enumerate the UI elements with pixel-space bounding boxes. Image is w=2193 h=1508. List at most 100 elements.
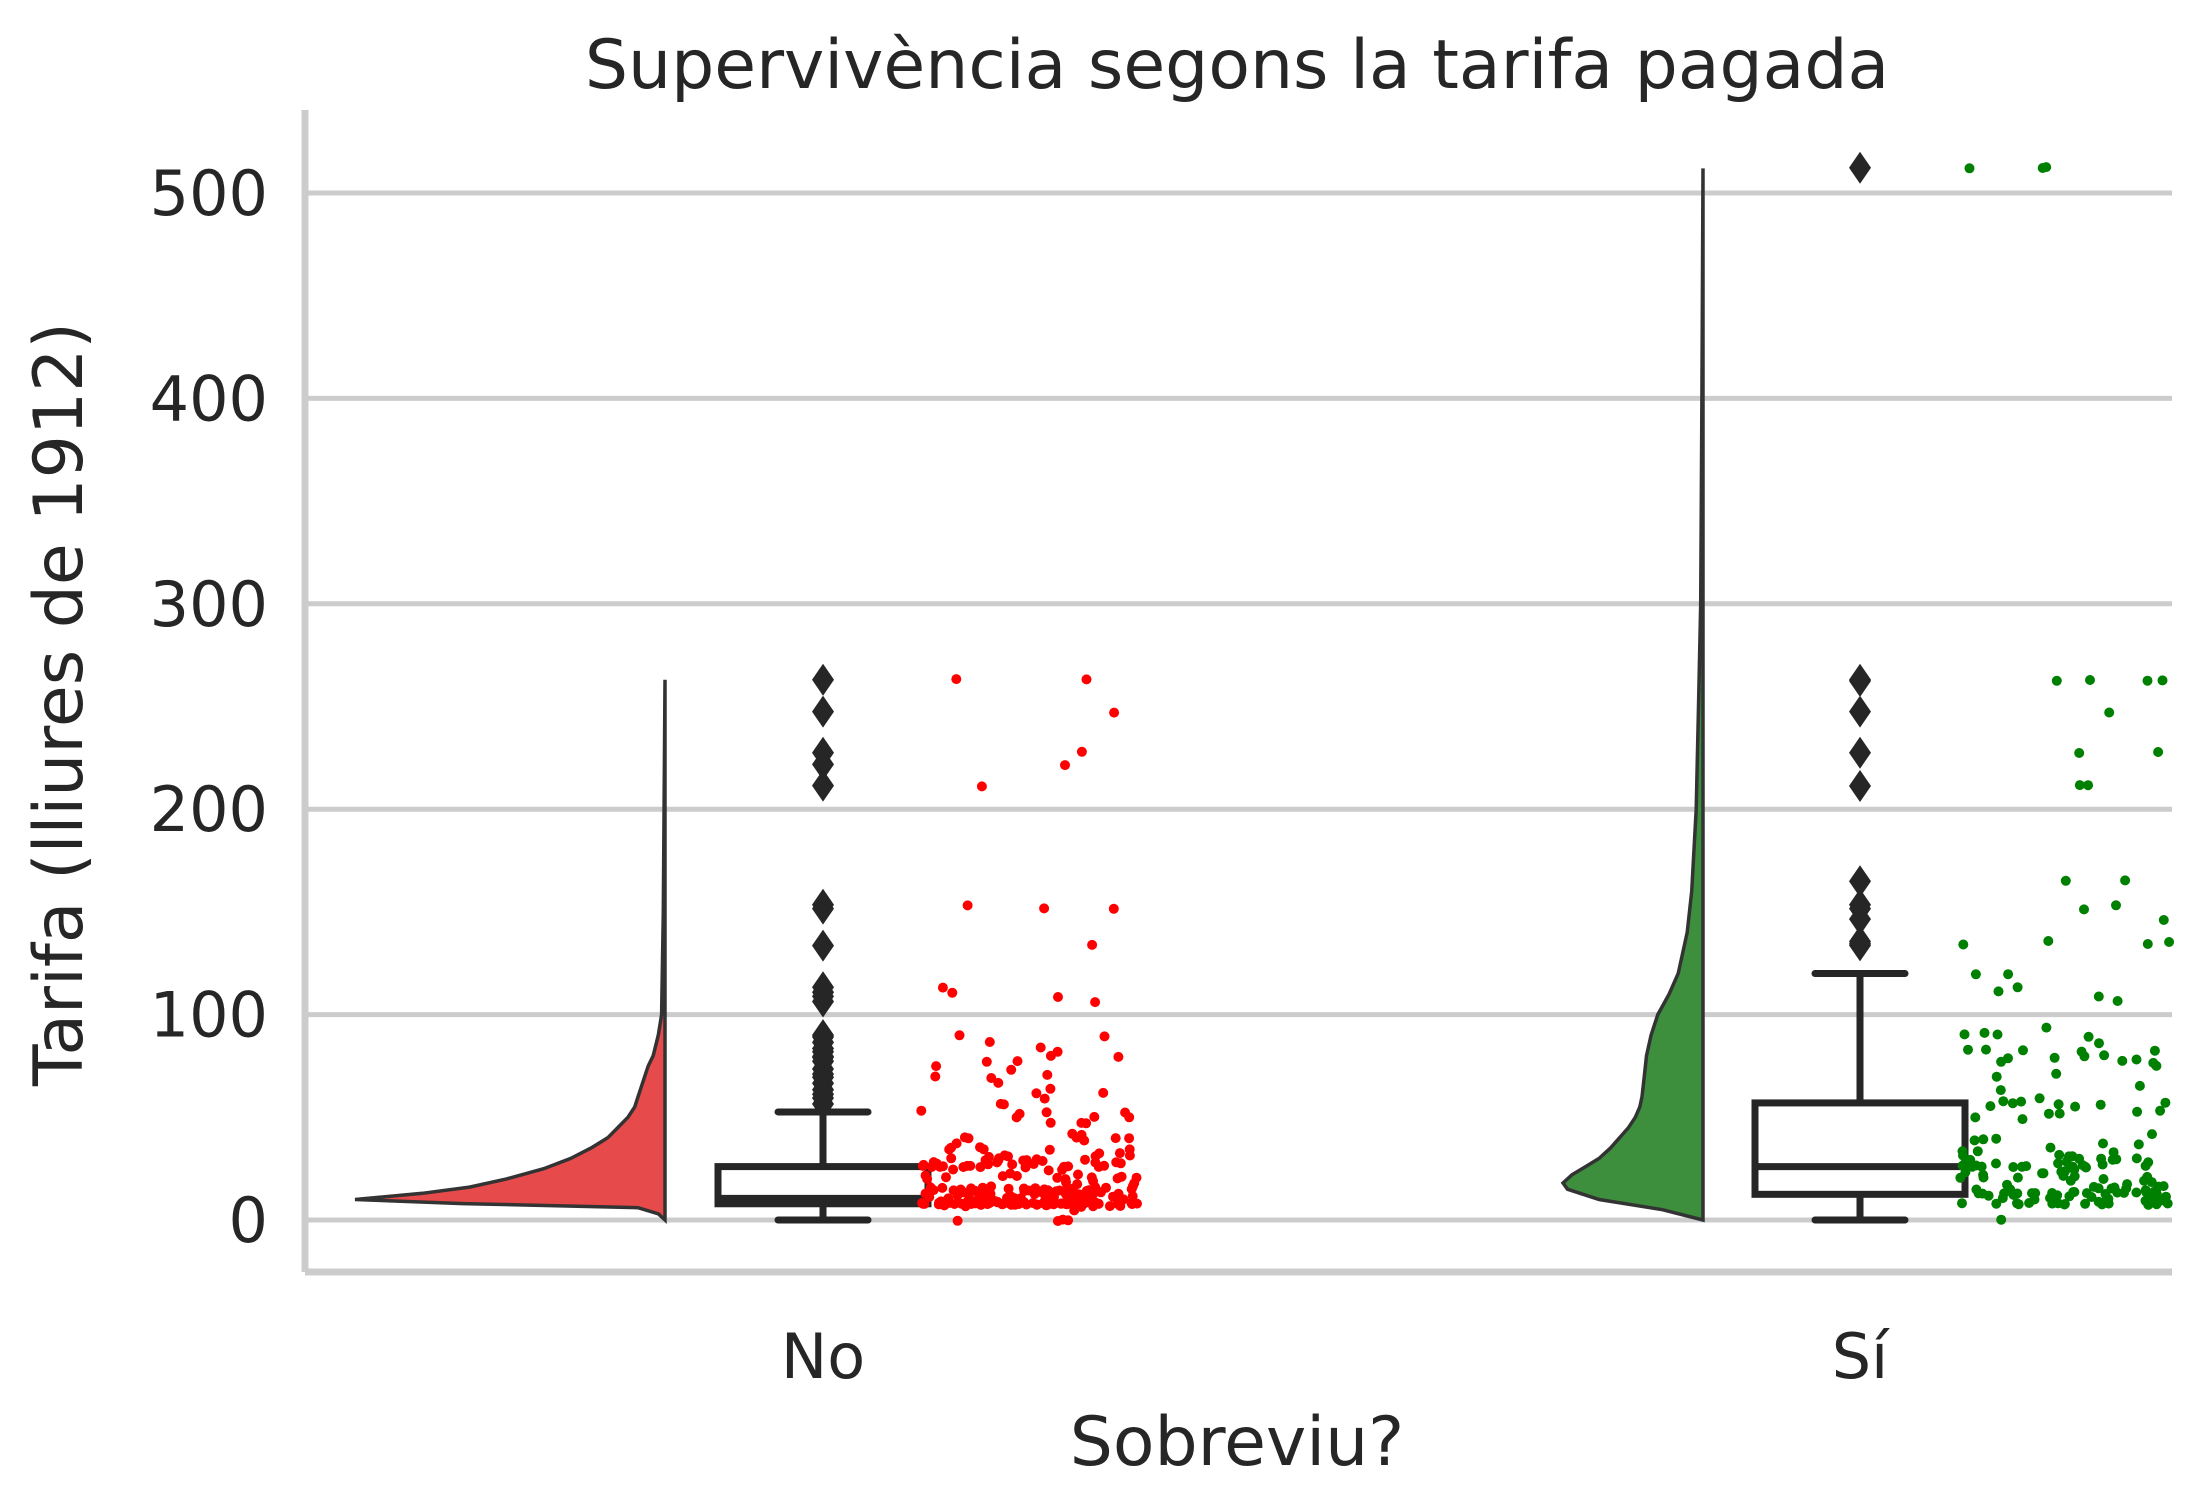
point-no-250 — [1045, 1083, 1056, 1094]
point-si-82 — [2008, 1162, 2019, 1172]
y-tick-label-200: 200 — [150, 773, 268, 846]
outlier-no-22 — [812, 888, 834, 921]
point-si-126 — [2155, 1105, 2166, 1116]
point-no-219 — [1114, 1148, 1125, 1159]
point-no-270 — [1087, 939, 1098, 950]
point-si-62 — [2002, 1179, 2012, 1190]
point-si-177 — [2153, 747, 2164, 757]
point-si-138 — [1991, 1071, 2002, 1082]
point-no-256 — [931, 1061, 942, 1072]
point-si-151 — [2018, 1045, 2028, 1056]
strip-points — [916, 162, 2175, 1226]
point-si-139 — [2051, 1068, 2062, 1079]
point-si-185 — [2037, 163, 2048, 173]
point-no-2 — [1063, 1215, 1074, 1226]
outlier-no-25 — [812, 736, 834, 769]
point-si-103 — [2131, 1153, 2142, 1164]
point-si-164 — [1970, 969, 1981, 980]
point-si-11 — [1957, 1198, 1967, 1209]
point-no-242 — [1041, 1107, 1052, 1118]
point-si-172 — [2111, 900, 2121, 911]
y-tick-labels: 0 100 200 300 400 500 — [150, 157, 268, 1257]
point-no-243 — [1120, 1107, 1131, 1118]
point-si-47 — [2030, 1188, 2041, 1199]
point-no-262 — [1035, 1042, 1046, 1053]
point-no-188 — [1063, 1161, 1074, 1172]
point-no-251 — [993, 1077, 1004, 1088]
point-si-52 — [2068, 1187, 2079, 1197]
point-si-168 — [2043, 936, 2054, 946]
point-no-258 — [981, 1056, 992, 1067]
point-no-143 — [1043, 1185, 1053, 1196]
point-si-155 — [2083, 1031, 2094, 1042]
point-si-170 — [2158, 915, 2169, 925]
point-si-63 — [2158, 1181, 2169, 1192]
point-si-111 — [2108, 1147, 2119, 1158]
point-no-136 — [955, 1184, 966, 1195]
point-no-218 — [1094, 1148, 1105, 1159]
point-no-278 — [1081, 674, 1092, 685]
point-no-193 — [965, 1160, 976, 1171]
point-si-152 — [1963, 1044, 1973, 1055]
point-no-269 — [937, 982, 948, 993]
violin-no — [354, 679, 667, 1225]
point-si-119 — [1978, 1134, 1989, 1145]
point-no-267 — [1053, 992, 1063, 1002]
point-si-64 — [2122, 1179, 2133, 1190]
y-tick-label-100: 100 — [150, 979, 268, 1052]
point-si-55 — [1971, 1184, 1982, 1195]
point-no-74 — [1028, 1198, 1038, 1208]
point-si-96 — [1991, 1158, 2001, 1169]
point-no-157 — [986, 1181, 997, 1192]
point-no-217 — [999, 1150, 1010, 1161]
axis-spines — [301, 110, 2172, 1276]
point-no-212 — [946, 1153, 957, 1164]
point-si-149 — [2076, 1046, 2087, 1057]
point-no-237 — [1045, 1117, 1056, 1128]
point-no-156 — [1101, 1182, 1111, 1193]
point-no-220 — [1124, 1144, 1135, 1155]
outlier-no-27 — [812, 663, 834, 696]
point-si-154 — [2094, 1038, 2104, 1049]
point-no-3 — [952, 1215, 963, 1226]
point-si-61 — [2088, 1181, 2099, 1192]
outlier-si-12 — [1849, 151, 1871, 184]
outlier-si-7 — [1849, 769, 1871, 802]
outlier-no-15 — [812, 1019, 834, 1052]
point-no-194 — [918, 1159, 929, 1170]
point-si-183 — [2157, 675, 2168, 686]
y-tick-label-0: 0 — [229, 1184, 268, 1257]
outlier-no-19 — [812, 971, 834, 1004]
point-si-128 — [1985, 1101, 1996, 1112]
point-si-150 — [2149, 1045, 2160, 1056]
point-no-152 — [1030, 1183, 1041, 1194]
point-si-108 — [2067, 1151, 2078, 1162]
point-no-271 — [1039, 903, 1050, 914]
point-si-30 — [2161, 1191, 2171, 1202]
point-no-154 — [977, 1182, 988, 1193]
point-no-241 — [1014, 1108, 1025, 1119]
point-si-147 — [2099, 1050, 2110, 1061]
point-no-246 — [995, 1098, 1006, 1109]
point-no-240 — [1089, 1111, 1100, 1122]
point-si-175 — [2083, 780, 2094, 791]
point-no-209 — [1037, 1156, 1048, 1166]
point-no-182 — [975, 1162, 986, 1173]
point-no-266 — [1090, 997, 1101, 1008]
boxplots — [714, 151, 1969, 1224]
point-no-274 — [976, 781, 987, 792]
point-si-114 — [2045, 1142, 2056, 1153]
point-no-9 — [1104, 1201, 1115, 1212]
point-si-97 — [2143, 1157, 2154, 1168]
point-no-248 — [1031, 1088, 1042, 1099]
point-si-165 — [2003, 969, 2014, 980]
point-si-131 — [2007, 1098, 2018, 1109]
outlier-si-11 — [1849, 663, 1871, 696]
point-no-173 — [1086, 1172, 1097, 1183]
point-si-158 — [1979, 1027, 1990, 1038]
point-si-115 — [2133, 1139, 2144, 1150]
point-no-97 — [943, 1193, 954, 1204]
point-no-252 — [930, 1071, 941, 1082]
point-si-137 — [2134, 1080, 2145, 1091]
